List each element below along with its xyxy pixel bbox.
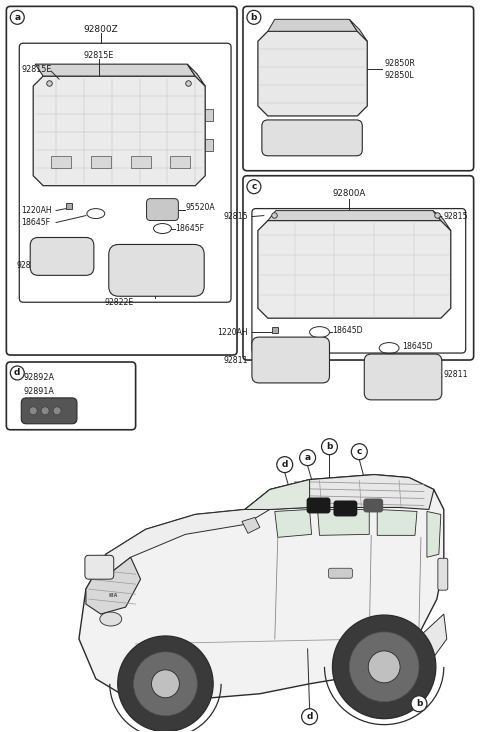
Circle shape [349,632,419,702]
Circle shape [29,407,37,415]
FancyBboxPatch shape [30,237,94,275]
Polygon shape [245,474,434,509]
Text: 92815E: 92815E [21,64,52,74]
Text: 18645D: 18645D [333,326,363,335]
Text: 92800Z: 92800Z [84,25,118,34]
Bar [131,156,151,168]
Bar [170,156,190,168]
Ellipse shape [100,612,122,626]
Polygon shape [187,64,205,86]
Text: KIA: KIA [108,593,118,597]
Text: 92801D: 92801D [295,141,326,150]
Circle shape [11,366,24,380]
Bar [205,109,213,121]
Circle shape [11,10,24,24]
Circle shape [152,670,180,698]
Circle shape [41,407,49,415]
Circle shape [411,695,427,712]
Text: 92891A: 92891A [23,387,54,397]
Text: 92892A: 92892A [23,373,54,382]
FancyBboxPatch shape [109,244,204,296]
Circle shape [133,652,197,716]
Text: 92850L: 92850L [384,70,414,80]
Text: 1220AH: 1220AH [21,206,52,215]
Circle shape [300,449,315,466]
Polygon shape [242,518,260,534]
FancyBboxPatch shape [334,501,357,517]
Polygon shape [258,31,367,116]
Text: 1220AH: 1220AH [217,328,248,337]
Polygon shape [86,554,141,614]
Bar [51,156,71,168]
Text: 92811: 92811 [223,356,248,365]
Polygon shape [377,509,417,535]
Circle shape [118,636,213,731]
Polygon shape [349,19,367,41]
Polygon shape [106,509,270,574]
Circle shape [322,438,337,455]
FancyBboxPatch shape [328,568,352,578]
Circle shape [351,444,367,460]
Text: b: b [326,442,333,451]
Polygon shape [268,19,357,31]
Circle shape [247,180,261,194]
Circle shape [368,651,400,683]
Text: 92822E: 92822E [104,298,133,307]
Text: 18645F: 18645F [21,218,50,227]
FancyBboxPatch shape [85,556,114,579]
Circle shape [301,709,318,725]
Circle shape [53,407,61,415]
Circle shape [247,10,261,24]
Polygon shape [427,512,441,557]
Text: 95520A: 95520A [185,203,215,212]
Text: 18645D: 18645D [402,342,432,351]
Polygon shape [433,211,451,231]
Polygon shape [35,64,195,76]
Text: 92815E: 92815E [84,51,114,60]
Text: c: c [251,182,257,191]
Text: d: d [14,368,21,378]
Text: 92800A: 92800A [333,189,366,198]
Text: c: c [357,447,362,456]
FancyBboxPatch shape [438,559,448,590]
Polygon shape [414,614,447,659]
Text: b: b [416,699,422,709]
FancyBboxPatch shape [21,398,77,424]
Text: a: a [14,13,20,22]
Text: 92815: 92815 [444,212,468,221]
Bar [205,139,213,151]
FancyBboxPatch shape [146,198,179,220]
FancyBboxPatch shape [252,337,329,383]
Text: 18645F: 18645F [175,224,204,233]
Circle shape [277,457,293,473]
Polygon shape [33,76,205,186]
Polygon shape [318,509,369,535]
Polygon shape [268,211,441,220]
Text: 92815: 92815 [224,212,248,221]
Text: 92823D: 92823D [16,261,47,270]
FancyBboxPatch shape [262,120,362,156]
Polygon shape [258,220,451,318]
Bar [91,156,111,168]
Polygon shape [245,479,310,509]
Text: a: a [304,453,311,462]
Polygon shape [275,509,312,537]
FancyBboxPatch shape [364,354,442,400]
Text: 92811: 92811 [444,370,468,379]
Polygon shape [79,474,444,709]
FancyBboxPatch shape [307,498,330,513]
Text: b: b [251,13,257,22]
Text: d: d [282,460,288,469]
Text: 92850R: 92850R [384,59,415,67]
Text: d: d [306,712,313,721]
Circle shape [333,615,436,719]
FancyBboxPatch shape [363,498,383,512]
